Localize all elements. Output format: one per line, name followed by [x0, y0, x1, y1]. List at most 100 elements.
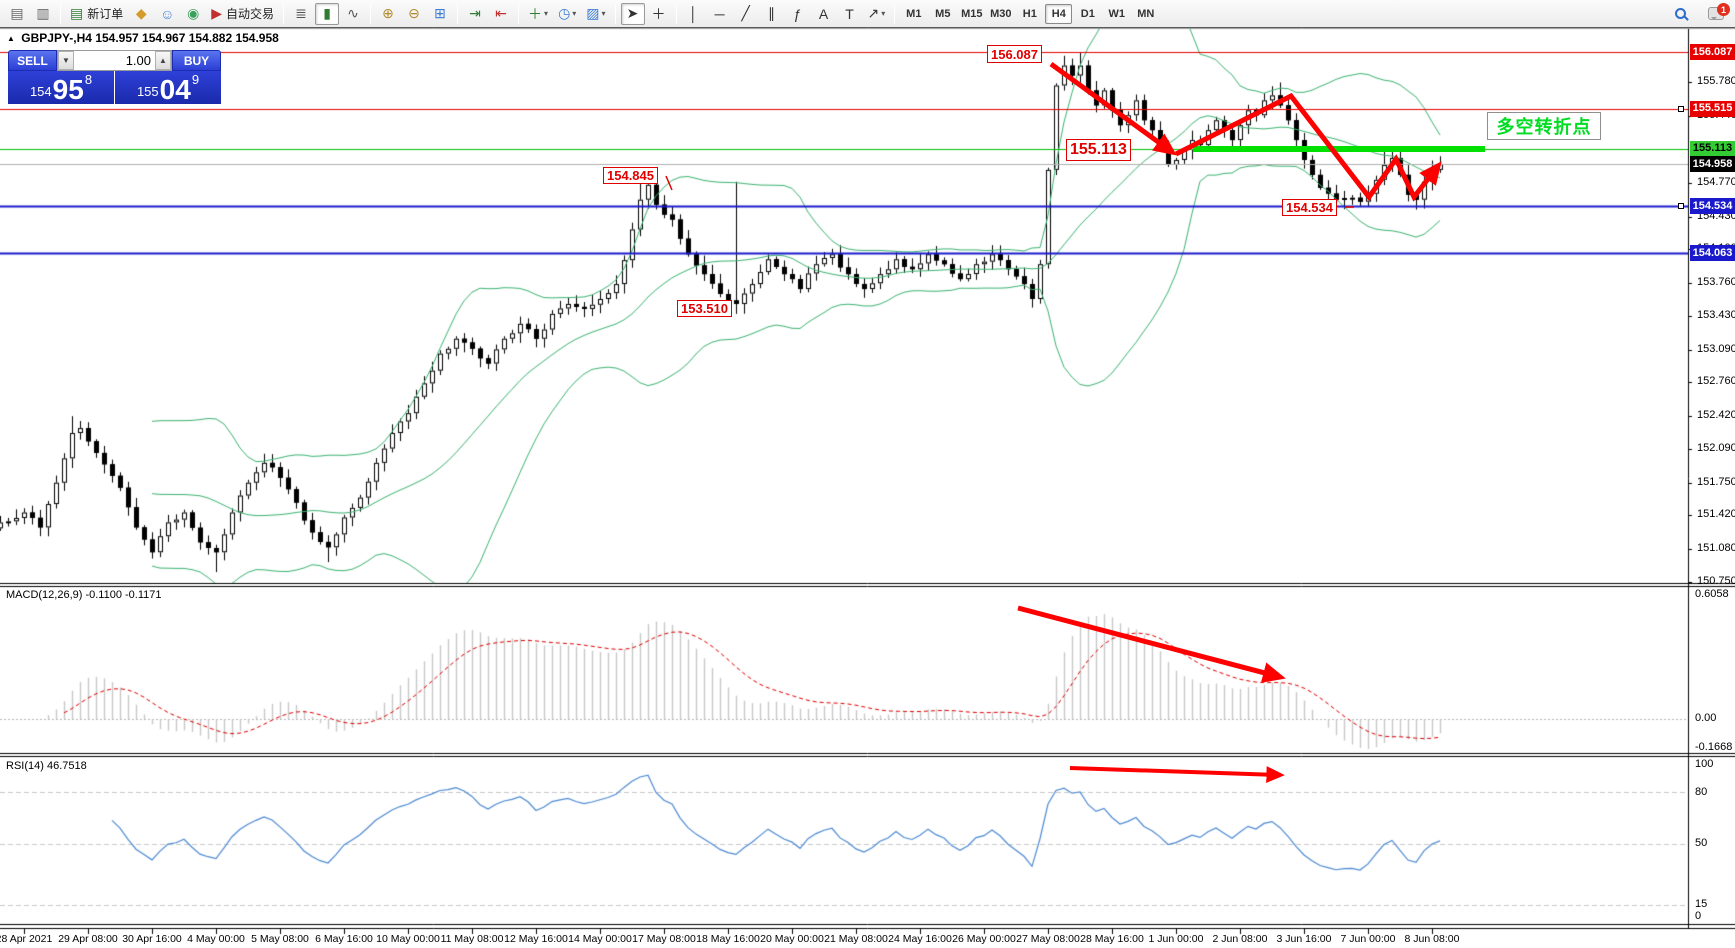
crosshair-icon[interactable]: ＋ [647, 3, 671, 25]
price-axis-tick: 152.090 [1697, 441, 1735, 454]
rsi-axis-50: 50 [1695, 837, 1708, 849]
chart-shift-icon[interactable]: ⇤ [489, 3, 513, 25]
text-label-icon-glyph: T [845, 5, 854, 22]
cursor-icon[interactable]: ➤ [620, 2, 645, 25]
templates-icon[interactable]: ▨ ▾ [582, 3, 609, 25]
bar-chart-icon[interactable]: ≣ [289, 3, 313, 25]
line-handle-154534[interactable] [1678, 203, 1684, 209]
candlestick-chart-icon-glyph: ▮ [323, 5, 331, 21]
buy-button[interactable]: BUY [172, 50, 221, 71]
toolbar-separator [675, 3, 677, 24]
timeframe-m30[interactable]: M30 [990, 7, 1012, 20]
timeframe-m5[interactable]: M5 [935, 7, 951, 20]
sell-price-small: 154 [29, 84, 52, 99]
time-axis-label: 5 May 08:00 [251, 933, 309, 945]
chart-title: ▲ GBPJPY-,H4 154.957 154.967 154.882 154… [7, 31, 279, 45]
rsi-label: RSI(14) 46.7518 [6, 760, 87, 772]
buy-price[interactable]: 155 04 9 [115, 71, 221, 104]
text-icon[interactable]: A [812, 3, 836, 25]
rsi-axis-0: 0 [1695, 910, 1702, 922]
price-label-154534[interactable]: 154.534 [1282, 199, 1337, 216]
time-axis-label: 24 May 16:00 [888, 933, 952, 945]
candlestick-chart-icon[interactable]: ▮ [315, 2, 340, 25]
timeframe-w1[interactable]: W1 [1108, 7, 1126, 20]
crosshair-icon-glyph: ＋ [651, 5, 666, 22]
trendline-icon[interactable]: ╱ [734, 3, 758, 25]
turning-point-label[interactable]: 多空转折点 [1487, 112, 1601, 140]
profiles-icon[interactable]: ▥ [31, 3, 55, 25]
volume-up-button[interactable]: ▲ [155, 51, 171, 70]
line-chart-icon[interactable]: ∿ [341, 3, 365, 25]
trendline-icon-glyph: ╱ [741, 5, 750, 21]
indicators-icon-glyph: ＋ [528, 5, 543, 22]
fibonacci-icon[interactable]: ƒ [786, 3, 810, 25]
time-axis-label: 7 Jun 00:00 [1340, 933, 1396, 945]
notification-badge: 1 [1717, 3, 1730, 16]
equidistant-channel-icon-glyph: ∥ [768, 5, 776, 21]
time-axis-label: 6 May 16:00 [315, 933, 373, 945]
volume-stepper: ▼ ▲ [57, 50, 172, 71]
price-label-154845[interactable]: 154.845 [603, 167, 658, 184]
auto-scroll-icon[interactable]: ⇥ [463, 3, 487, 25]
price-axis-tick: 152.760 [1697, 375, 1735, 388]
autotrading-button[interactable]: ▶ 自动交易 [207, 3, 278, 25]
line-handle-155515[interactable] [1678, 106, 1684, 112]
timeframe-h4[interactable]: H4 [1045, 3, 1073, 24]
dropdown-caret-icon[interactable]: ▾ [544, 9, 549, 18]
sell-button[interactable]: SELL [8, 50, 57, 71]
zoom-out-icon[interactable]: ⊖ [402, 3, 426, 25]
timeframe-mn[interactable]: MN [1137, 7, 1155, 20]
collapse-triangle-icon[interactable]: ▲ [7, 34, 15, 43]
timeframe-m15[interactable]: M15 [961, 7, 983, 20]
new-chart-icon[interactable]: ▤ [5, 3, 29, 25]
search-icon[interactable] [1668, 3, 1692, 25]
arrows-tool-icon[interactable]: ↗ ▾ [864, 3, 890, 25]
signals-icon[interactable]: ◉ [181, 3, 205, 25]
periods-icon[interactable]: ◷ ▾ [554, 3, 580, 25]
chat-bubble-icon: 1 [1708, 3, 1730, 20]
vertical-line-icon[interactable]: │ [682, 3, 706, 25]
indicators-icon[interactable]: ＋ ▾ [524, 3, 552, 25]
price-label-153510[interactable]: 153.510 [677, 300, 732, 317]
metaeditor-icon-glyph: ◆ [135, 5, 147, 21]
rsi-axis-100: 100 [1695, 758, 1714, 770]
community-icon[interactable]: ☺ [155, 3, 179, 25]
chart-shift-icon-glyph: ⇤ [495, 5, 507, 21]
price-axis-tick: 150.750 [1697, 575, 1735, 588]
price-badge-156087: 156.087 [1690, 44, 1735, 60]
timeframe-m1[interactable]: M1 [906, 7, 922, 20]
price-axis-tick: 152.420 [1697, 409, 1735, 422]
volume-input[interactable] [74, 51, 155, 70]
time-axis-label: 1 Jun 00:00 [1148, 933, 1204, 945]
support-line-155113[interactable] [1193, 146, 1485, 152]
equidistant-channel-icon[interactable]: ∥ [760, 3, 784, 25]
price-badge-155515: 155.515 [1690, 100, 1735, 117]
timeframe-h1[interactable]: H1 [1022, 7, 1037, 20]
sell-price[interactable]: 154 95 8 [8, 71, 114, 104]
horizontal-line-icon-glyph: ─ [714, 5, 725, 22]
metaeditor-icon[interactable]: ◆ [129, 3, 153, 25]
horizontal-line-icon[interactable]: ─ [708, 3, 732, 25]
price-axis-tick: 153.760 [1697, 276, 1735, 289]
dropdown-caret-icon[interactable]: ▾ [601, 9, 606, 18]
text-label-icon[interactable]: T [838, 3, 862, 25]
dropdown-caret-icon[interactable]: ▾ [572, 9, 577, 18]
notifications-icon[interactable]: 1 [1704, 3, 1730, 25]
price-label-156087[interactable]: 156.087 [987, 45, 1042, 63]
toolbar-separator [457, 3, 459, 24]
toolbar-right: 1 [1667, 0, 1730, 27]
time-axis-label: 11 May 08:00 [440, 933, 504, 945]
zoom-in-icon[interactable]: ⊕ [376, 3, 400, 25]
time-axis-label: 3 Jun 16:00 [1276, 933, 1332, 945]
time-axis-label: 2 Jun 08:00 [1212, 933, 1268, 945]
price-axis-tick: 153.090 [1697, 342, 1735, 355]
price-label-155113[interactable]: 155.113 [1066, 139, 1131, 161]
new-order-button[interactable]: ▤ 新订单 [66, 3, 127, 25]
rsi-axis-80: 80 [1695, 786, 1708, 798]
volume-down-button[interactable]: ▼ [58, 51, 74, 70]
tile-windows-icon[interactable]: ⊞ [428, 3, 452, 25]
dropdown-caret-icon[interactable]: ▾ [881, 9, 886, 18]
timeframe-d1[interactable]: D1 [1080, 7, 1095, 20]
time-axis-label: 27 May 08:00 [1016, 933, 1080, 945]
